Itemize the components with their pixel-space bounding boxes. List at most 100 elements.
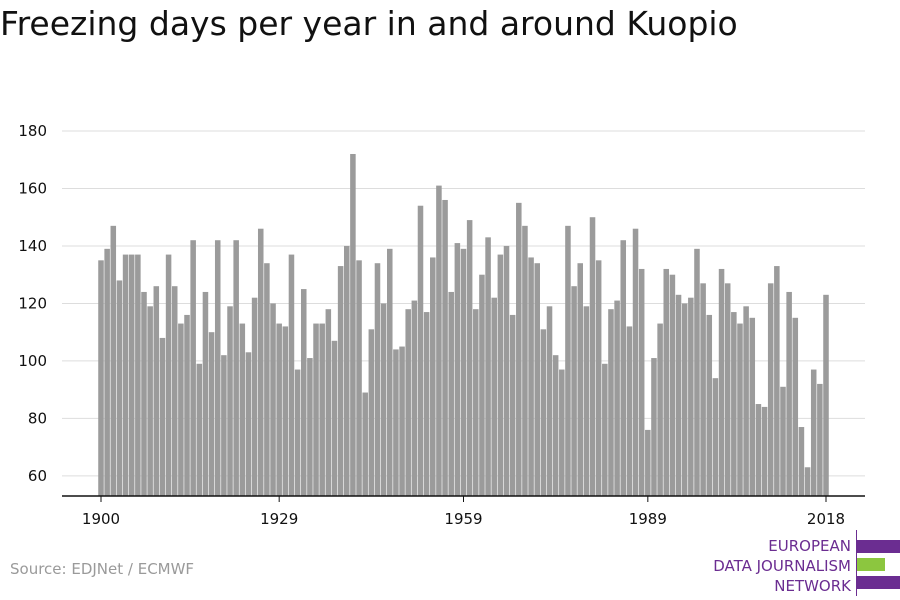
bar	[522, 225, 528, 496]
bar	[706, 314, 713, 496]
bar	[245, 352, 252, 496]
bar	[171, 286, 178, 496]
bar	[552, 355, 559, 496]
bar	[792, 317, 799, 496]
bar	[780, 386, 786, 496]
bar	[761, 406, 768, 496]
bar	[276, 323, 282, 496]
bar	[798, 427, 805, 496]
bar	[565, 225, 571, 496]
bar	[288, 254, 295, 496]
bar	[810, 369, 817, 496]
bar	[651, 358, 657, 496]
bar	[196, 363, 203, 496]
bar	[110, 225, 117, 496]
bar	[405, 309, 411, 496]
bar	[122, 254, 129, 496]
bar	[694, 248, 700, 496]
bar	[620, 240, 627, 496]
bar	[282, 326, 289, 496]
bar	[638, 268, 645, 496]
y-tick-label: 120	[18, 294, 47, 312]
bar	[540, 329, 547, 496]
bar	[503, 245, 510, 496]
bar	[516, 202, 522, 496]
bar	[497, 254, 504, 496]
bar	[804, 467, 811, 496]
bar	[608, 309, 614, 496]
bar	[300, 289, 307, 496]
bar	[319, 323, 325, 496]
bar	[362, 392, 368, 496]
bar	[233, 240, 239, 496]
bar	[817, 383, 823, 496]
bar	[774, 266, 780, 496]
bar	[755, 404, 762, 496]
edjnet-logo[interactable]: EUROPEAN DATA JOURNALISM NETWORK	[700, 530, 900, 596]
bar	[589, 217, 596, 497]
bar	[454, 243, 461, 496]
bar	[436, 185, 442, 496]
chart-title: Freezing days per year in and around Kuo…	[0, 4, 738, 43]
logo-bar-purple-top	[857, 540, 900, 553]
x-tick-label: 2018	[807, 510, 845, 528]
bar	[368, 329, 375, 496]
bar	[294, 369, 301, 496]
bar	[718, 268, 725, 496]
x-tick-label: 1900	[82, 510, 120, 528]
bar	[645, 429, 651, 496]
bar	[657, 323, 663, 496]
axes: 60 80 100 120 140 160 180 1900 1929 1959 1989 2018	[18, 122, 865, 528]
bar	[626, 326, 633, 496]
bar	[546, 306, 553, 496]
bar	[190, 240, 196, 496]
bar	[767, 283, 774, 496]
bar	[313, 323, 319, 496]
bar	[583, 306, 590, 496]
bar	[350, 153, 356, 496]
x-tick-label: 1989	[629, 510, 667, 528]
bar	[786, 291, 792, 496]
bar	[331, 340, 338, 496]
bar	[743, 306, 749, 496]
y-tick-label: 80	[28, 409, 47, 427]
bar	[116, 280, 123, 496]
bar	[251, 297, 258, 496]
bar	[509, 314, 516, 496]
x-tick-label: 1959	[444, 510, 482, 528]
bar	[159, 337, 166, 496]
bar	[325, 309, 332, 496]
bar	[387, 248, 393, 496]
bar	[239, 323, 246, 496]
logo-line-data-journalism: DATA JOURNALISM	[713, 557, 851, 575]
bar	[479, 274, 485, 496]
y-tick-label: 160	[18, 179, 47, 197]
bar	[393, 349, 399, 496]
bar	[178, 323, 184, 496]
bar	[423, 312, 430, 496]
logo-divider	[856, 530, 857, 596]
bar	[700, 283, 706, 496]
logo-line-network: NETWORK	[774, 577, 851, 595]
bar	[257, 228, 264, 496]
bar	[270, 303, 276, 496]
logo-bar-purple-bottom	[857, 576, 900, 589]
bar	[128, 254, 135, 496]
bar	[184, 314, 190, 496]
y-tick-label: 140	[18, 237, 47, 255]
bar	[448, 291, 454, 496]
bar	[380, 303, 387, 496]
bar	[343, 245, 350, 496]
bar	[473, 309, 479, 496]
bar	[669, 274, 676, 496]
bar	[571, 286, 577, 496]
x-tick-label: 1929	[260, 510, 298, 528]
bar	[442, 199, 448, 496]
bar	[264, 263, 270, 496]
bar	[466, 220, 473, 496]
bar	[221, 355, 227, 496]
bar	[737, 323, 743, 496]
bar	[147, 306, 153, 496]
bar	[98, 260, 104, 496]
